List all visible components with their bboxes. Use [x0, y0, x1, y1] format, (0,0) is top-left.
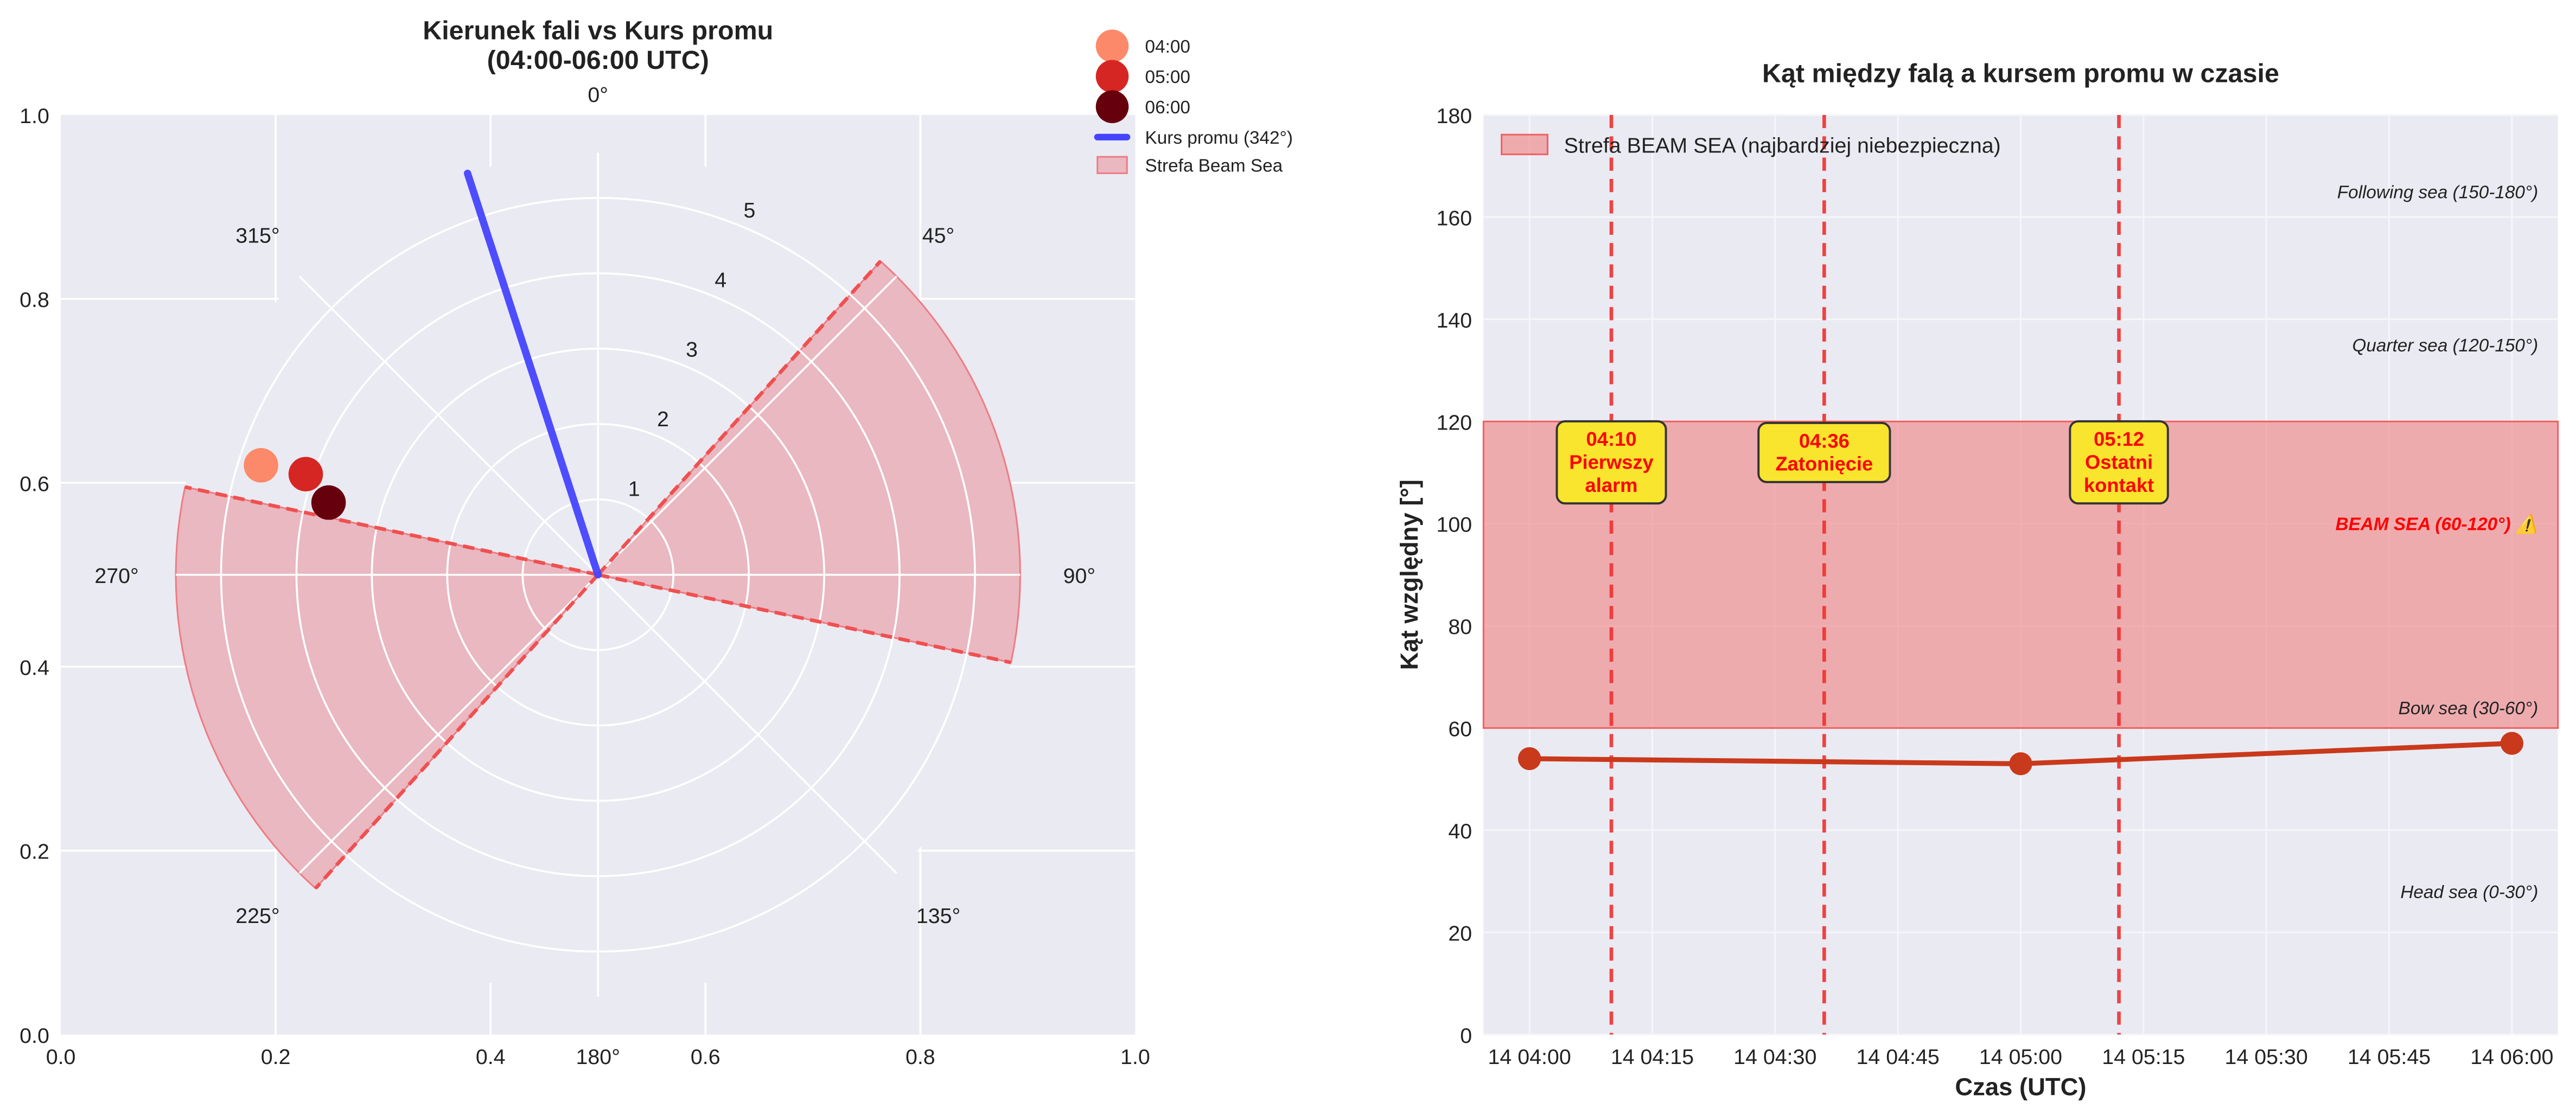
polar-spoke — [298, 574, 599, 874]
r-tick-label: 4 — [715, 268, 726, 292]
x-axis-label: Czas (UTC) — [1955, 1073, 2086, 1101]
event-label: Zatonięcie — [1775, 453, 1873, 475]
event-label: kontakt — [2084, 474, 2154, 496]
x-tick-label: 1.0 — [1120, 1045, 1150, 1069]
zone-label: Head sea (0-30°) — [2400, 882, 2538, 902]
legend-label: Strefa Beam Sea — [1145, 156, 1283, 176]
legend-label: 05:00 — [1145, 67, 1190, 87]
theta-tick-label: 180° — [576, 1045, 620, 1069]
y-tick-label: 0.8 — [20, 288, 49, 312]
y-tick-label: 0.0 — [20, 1024, 49, 1048]
zone-label: Quarter sea (120-150°) — [2352, 336, 2539, 356]
polar-title: Kierunek fali vs Kurs promu — [423, 16, 773, 46]
wave-point-0500 — [288, 457, 323, 492]
course-line — [463, 169, 602, 579]
theta-tick-label: 135° — [916, 904, 960, 928]
x-tick-label: 14 04:45 — [1857, 1045, 1940, 1069]
polar-spoke — [298, 275, 599, 576]
y-tick-label: 0.2 — [20, 840, 49, 864]
event-label: Ostatni — [2085, 451, 2153, 473]
legend-marker — [1095, 90, 1129, 124]
data-point — [2500, 732, 2524, 755]
x-tick-label: 0.4 — [476, 1045, 506, 1069]
y-tick-label: 80 — [1448, 615, 1472, 639]
x-tick-label: 14 05:30 — [2225, 1045, 2308, 1069]
legend-marker — [1096, 156, 1128, 174]
legend-label: 06:00 — [1145, 98, 1190, 118]
theta-tick-label: 315° — [235, 224, 279, 248]
y-tick-label: 180 — [1436, 104, 1472, 128]
legend-label: Strefa BEAM SEA (najbardziej niebezpiecz… — [1564, 134, 2001, 158]
y-tick-label: 160 — [1436, 207, 1472, 230]
r-tick-label: 2 — [657, 407, 669, 431]
line-title: Kąt między falą a kursem promu w czasie — [1762, 59, 2279, 88]
zone-label: Following sea (150-180°) — [2337, 182, 2539, 202]
y-tick-label: 1.0 — [20, 104, 49, 128]
event-box — [1555, 420, 1667, 505]
zone-label: BEAM SEA (60-120°) ⚠️ — [2336, 514, 2542, 535]
event-label: alarm — [1585, 474, 1638, 496]
x-tick-label: 14 05:15 — [2102, 1045, 2185, 1069]
event-box — [1757, 421, 1891, 483]
legend-marker — [1095, 60, 1129, 93]
x-tick-label: 14 04:15 — [1611, 1045, 1694, 1069]
data-point — [2009, 752, 2032, 776]
event-box — [2069, 420, 2169, 505]
wave-point-0400 — [244, 448, 278, 483]
r-tick-label: 3 — [686, 338, 698, 362]
legend-label: 04:00 — [1145, 37, 1190, 57]
beam-sea-edge — [314, 573, 600, 890]
line-chart: 0 20 40 60 80 100 120 140 160 180 14 04:00 14 04:15… — [1395, 59, 2559, 1101]
beam-sea-wedge — [596, 260, 1021, 664]
legend-label: Kurs promu (342°) — [1145, 128, 1293, 148]
theta-tick-label: 0° — [588, 83, 608, 107]
beam-sea-edge — [184, 485, 598, 577]
y-tick-label: 120 — [1436, 411, 1472, 434]
x-tick-label: 0.0 — [46, 1045, 76, 1069]
event-label: 05:12 — [2094, 428, 2144, 450]
zone-label: Bow sea (30-60°) — [2399, 699, 2539, 719]
x-tick-label: 14 05:00 — [1979, 1045, 2062, 1069]
r-tick-label: 1 — [628, 477, 640, 501]
beam-sea-edge — [597, 573, 1012, 664]
y-tick-label: 60 — [1448, 717, 1472, 741]
y-tick-label: 100 — [1436, 513, 1472, 537]
event-label: Pierwszy — [1569, 451, 1654, 473]
event-label: 04:10 — [1586, 428, 1637, 450]
x-tick-label: 0.2 — [261, 1045, 291, 1069]
y-tick-label: 0.6 — [20, 472, 49, 496]
x-tick-label: 0.8 — [906, 1045, 935, 1069]
legend-marker — [1501, 133, 1548, 156]
theta-tick-label: 225° — [235, 904, 279, 928]
x-tick-label: 14 06:00 — [2470, 1045, 2553, 1069]
polar-spoke — [597, 275, 897, 576]
beam-sea-edge — [596, 260, 882, 576]
y-tick-label: 20 — [1448, 921, 1472, 945]
legend-marker — [1095, 29, 1129, 63]
r-tick-label: 5 — [743, 198, 755, 222]
x-tick-label: 0.6 — [691, 1045, 720, 1069]
x-tick-label: 14 05:45 — [2348, 1045, 2431, 1069]
wave-point-0600 — [311, 485, 346, 520]
y-tick-label: 0 — [1460, 1024, 1472, 1048]
x-tick-label: 14 04:30 — [1733, 1045, 1816, 1069]
beam-sea-wedge — [175, 486, 600, 890]
data-point — [1517, 747, 1541, 771]
x-tick-label: 14 04:00 — [1488, 1045, 1571, 1069]
theta-tick-label: 45° — [922, 224, 955, 248]
y-axis-label: Kąt względny [°] — [1395, 479, 1423, 670]
theta-tick-label: 270° — [94, 564, 138, 588]
theta-tick-label: 90° — [1063, 564, 1096, 588]
polar-spoke — [597, 574, 897, 874]
y-tick-label: 0.4 — [20, 656, 49, 680]
polar-chart: 0.0 0.2 0.4 0.6 0.8 1.0 0.0 0.2 0.4 0.6 0.8 1.0 1 2 3 4… — [20, 16, 1293, 1069]
y-tick-label: 140 — [1436, 309, 1472, 332]
polar-title: (04:00-06:00 UTC) — [487, 46, 709, 75]
event-label: 04:36 — [1799, 430, 1850, 452]
y-tick-label: 40 — [1448, 819, 1472, 843]
